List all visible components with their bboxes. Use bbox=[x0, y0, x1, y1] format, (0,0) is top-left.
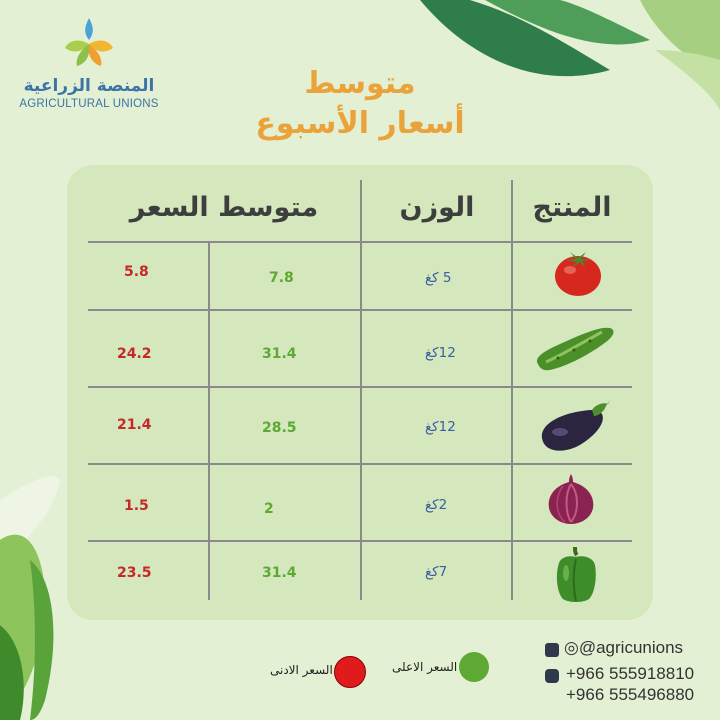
high-price-cell: 28.5 bbox=[262, 420, 297, 436]
eggplant-icon bbox=[541, 400, 610, 451]
phone-number-2[interactable]: +966 555496880 bbox=[566, 685, 695, 704]
table-divider bbox=[511, 180, 513, 600]
tomato-icon bbox=[555, 252, 601, 296]
table-divider bbox=[88, 540, 632, 542]
header-weight: الوزن bbox=[399, 192, 475, 223]
table-divider bbox=[88, 386, 632, 388]
legend-low-dot bbox=[334, 656, 366, 688]
header-avg-price: متوسط السعر bbox=[129, 192, 319, 223]
legend-high-label: السعر الاعلى bbox=[392, 660, 458, 674]
table-divider bbox=[208, 242, 210, 600]
weight-cell: 2كغ bbox=[425, 497, 448, 513]
weight-cell: 5 كغ bbox=[425, 270, 452, 286]
weight-cell: 12كغ bbox=[425, 419, 456, 435]
high-price-cell: 31.4 bbox=[262, 565, 297, 581]
twitter-icon bbox=[545, 643, 559, 657]
pepper-icon bbox=[556, 546, 596, 602]
low-price-cell: 24.2 bbox=[117, 346, 152, 362]
brand-name-english: AGRICULTURAL UNIONS bbox=[19, 98, 159, 110]
weight-cell: 12كغ bbox=[425, 345, 456, 361]
cucumber-icon bbox=[536, 327, 614, 371]
title-line-1: متوسط bbox=[304, 66, 416, 101]
legend-low-label: السعر الادنى bbox=[270, 663, 333, 677]
low-price-cell: 21.4 bbox=[117, 417, 152, 433]
leaf-logo-icon bbox=[65, 18, 113, 66]
weight-cell: 7كغ bbox=[425, 564, 448, 580]
phone-number-1[interactable]: +966 555918810 bbox=[566, 664, 695, 683]
legend-high-dot bbox=[459, 652, 489, 682]
whatsapp-icon bbox=[545, 669, 559, 683]
table-divider bbox=[88, 241, 632, 243]
high-price-cell: 7.8 bbox=[269, 270, 294, 286]
low-price-cell: 1.5 bbox=[124, 498, 149, 514]
low-price-cell: 23.5 bbox=[117, 565, 152, 581]
header-product: المنتج bbox=[532, 192, 612, 223]
social-handle[interactable]: ◎@agricunions bbox=[564, 638, 683, 658]
social-handle-text: @agricunions bbox=[578, 638, 684, 657]
table-divider bbox=[88, 463, 632, 465]
high-price-cell: 31.4 bbox=[262, 346, 297, 362]
brand-name-arabic: المنصة الزراعية bbox=[23, 76, 155, 96]
brand-logo: المنصة الزراعية AGRICULTURAL UNIONS bbox=[14, 18, 164, 110]
page-title: متوسط أسعار الأسبوع bbox=[200, 64, 520, 144]
title-line-2: أسعار الأسبوع bbox=[255, 106, 465, 141]
high-price-cell: 2 bbox=[264, 501, 274, 517]
low-price-cell: 5.8 bbox=[124, 264, 149, 280]
table-divider bbox=[88, 309, 632, 311]
onion-icon bbox=[548, 474, 594, 524]
table-divider bbox=[360, 180, 362, 600]
instagram-icon: ◎ bbox=[564, 638, 579, 657]
